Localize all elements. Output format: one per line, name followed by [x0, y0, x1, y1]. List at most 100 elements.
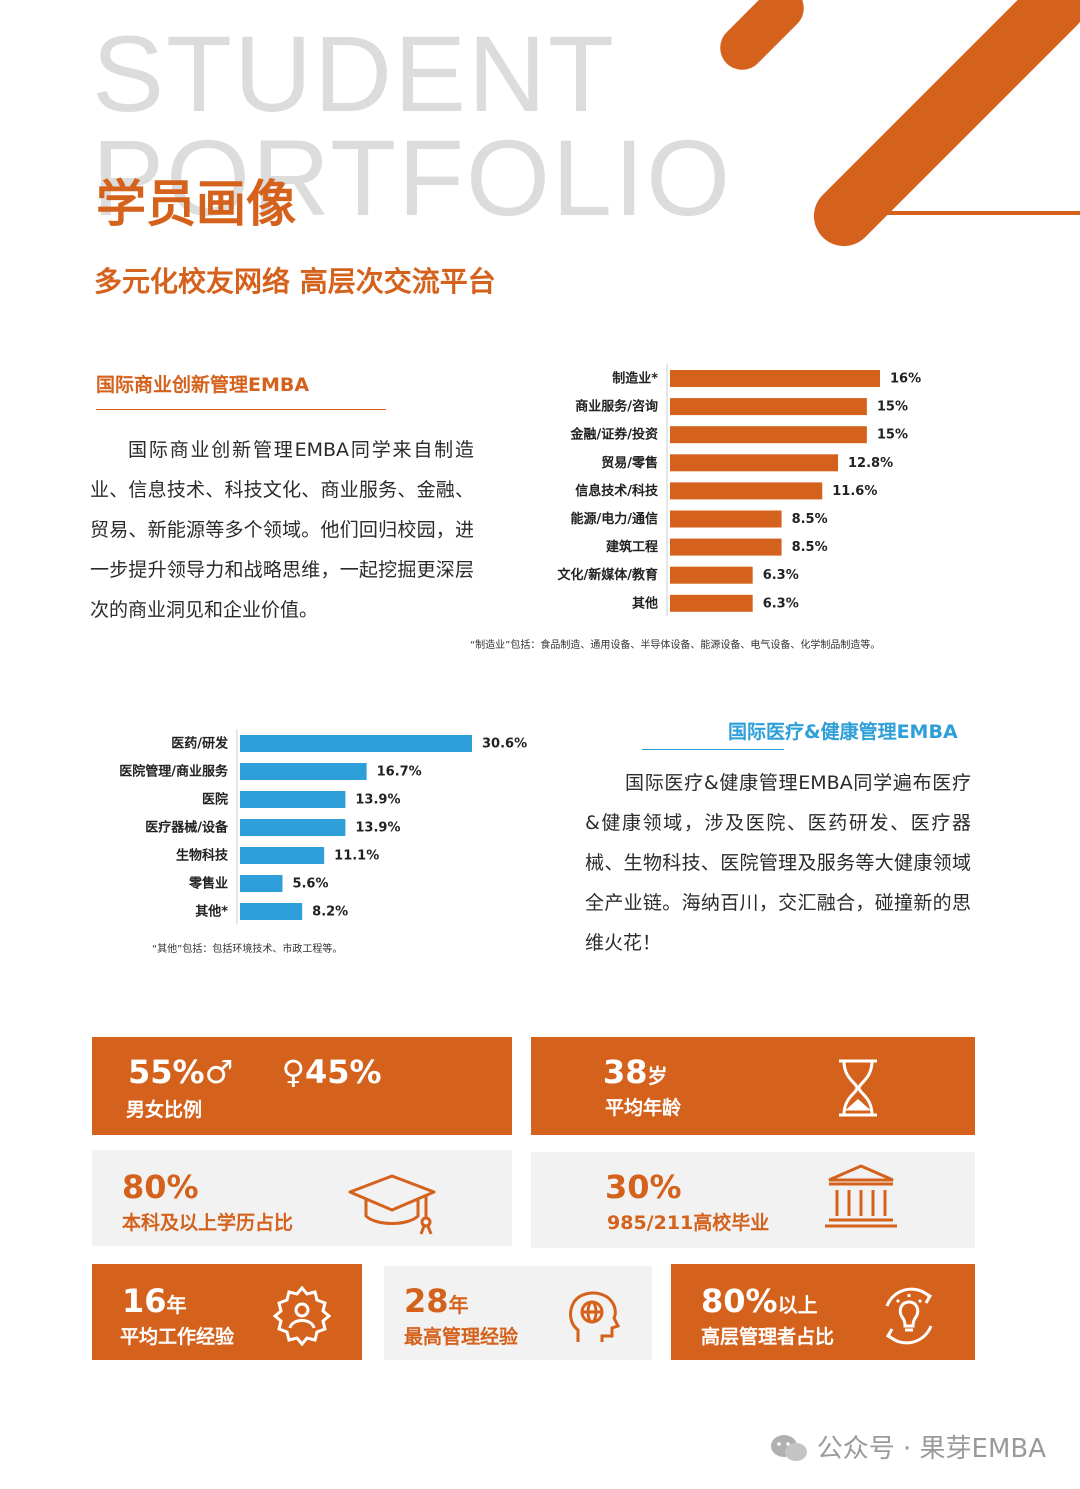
education-label: 本科及以上学历占比: [122, 1212, 294, 1234]
business-chart-value-label: 15%: [877, 428, 908, 443]
section1-underline: [96, 409, 386, 410]
health-chart-category-label: 医疗器械/设备: [145, 820, 229, 836]
graduation-cap-icon: [348, 1174, 436, 1235]
male-percent: 55%: [128, 1053, 205, 1091]
wechat-icon: [770, 1435, 807, 1461]
card-gender: 55%♂ ♀45% 男女比例: [92, 1037, 512, 1135]
section1-paragraph: 国际商业创新管理EMBA同学来自制造业、信息技术、科技文化、商业服务、金融、贸易…: [90, 439, 474, 621]
education-value: 80%: [122, 1168, 199, 1206]
health-chart-bar: [240, 819, 346, 836]
business-chart-value-label: 8.5%: [792, 512, 828, 527]
business-chart-category-label: 贸易/零售: [601, 455, 658, 471]
health-chart-category-label: 其他*: [195, 904, 228, 920]
section2-underline: [642, 749, 784, 750]
card-senior: 80%以上 高层管理者占比: [671, 1264, 975, 1360]
section1-note: “制造业”包括：食品制造、通用设备、半导体设备、能源设备、电气设备、化学制品制造…: [470, 640, 881, 651]
health-chart-value-label: 11.1%: [334, 849, 379, 864]
business-chart-bar: [670, 566, 753, 584]
work-label: 平均工作经验: [120, 1326, 235, 1348]
health-chart-value-label: 13.9%: [355, 793, 400, 808]
chart-business-industries: 制造业* 16% 商业服务/咨询 15% 金融/证券/投资 15% 贸易/零售 12.8% 信息…: [558, 364, 921, 616]
card-education: 80% 本科及以上学历占比: [92, 1150, 512, 1246]
business-chart-value-label: 6.3%: [763, 596, 799, 611]
business-chart-category-label: 商业服务/咨询: [575, 399, 658, 415]
lightbulb-cycle-icon: [885, 1287, 933, 1345]
card-work: 16年 平均工作经验: [92, 1264, 362, 1360]
business-chart-category-label: 金融/证券/投资: [570, 427, 659, 443]
health-chart-category-label: 生物科技: [176, 848, 229, 864]
business-chart-value-label: 8.5%: [792, 540, 828, 555]
business-chart-value-label: 16%: [890, 372, 921, 387]
health-chart-bar: [240, 903, 303, 920]
business-chart-category-label: 其他: [632, 595, 658, 611]
management-unit: 年: [448, 1293, 469, 1317]
decor-stripe-2: [801, 0, 1080, 259]
business-chart-category-label: 文化/新媒体/教育: [558, 567, 659, 583]
health-chart-value-label: 8.2%: [312, 905, 348, 920]
work-value: 16: [122, 1282, 167, 1320]
health-chart-value-label: 5.6%: [292, 877, 328, 892]
age-label: 平均年龄: [605, 1097, 682, 1119]
section1-title: 国际商业创新管理EMBA: [96, 374, 310, 396]
senior-unit: 以上: [777, 1293, 818, 1317]
business-chart-value-label: 6.3%: [763, 568, 799, 583]
business-chart-bar: [670, 510, 782, 528]
health-chart-bar: [240, 763, 367, 780]
business-chart-category-label: 制造业*: [612, 371, 658, 387]
business-chart-category-label: 建筑工程: [606, 539, 658, 555]
health-chart-value-label: 13.9%: [355, 821, 400, 836]
chart-healthcare-industries: 医药/研发 30.6% 医院管理/商业服务 16.7% 医院 13.9% 医疗器械/设备 13…: [119, 729, 527, 924]
university-value: 30%: [605, 1168, 682, 1206]
hourglass-icon: [839, 1059, 877, 1117]
section2-title: 国际医疗&健康管理EMBA: [728, 721, 958, 743]
business-chart-bar: [670, 538, 782, 556]
health-chart-category-label: 医院: [202, 792, 228, 808]
page-title: 学员画像: [96, 175, 296, 233]
gear-person-icon: [272, 1285, 332, 1347]
health-chart-category-label: 医院管理/商业服务: [119, 764, 229, 780]
health-chart-bar: [240, 735, 472, 752]
business-chart-bar: [670, 426, 867, 444]
decor-line: [878, 211, 1080, 215]
bg-word-student: STUDENT: [92, 13, 616, 134]
footer-text: 公众号 · 果芽EMBA: [816, 1434, 1046, 1464]
health-chart-category-label: 医药/研发: [171, 736, 229, 752]
age-value: 38: [603, 1053, 648, 1091]
health-chart-bar: [240, 847, 325, 864]
male-symbol: ♂: [204, 1053, 234, 1091]
university-label: 985/211高校毕业: [607, 1212, 770, 1234]
business-chart-category-label: 信息技术/科技: [575, 483, 659, 499]
business-chart-bar: [670, 594, 753, 612]
business-chart-value-label: 15%: [877, 400, 908, 415]
health-chart-value-label: 16.7%: [377, 765, 422, 780]
business-chart-category-label: 能源/电力/通信: [571, 511, 659, 527]
card-management: 28年 最高管理经验: [384, 1266, 652, 1360]
management-value: 28: [404, 1282, 449, 1320]
page-subtitle: 多元化校友网络 高层次交流平台: [94, 265, 496, 298]
health-chart-value-label: 30.6%: [482, 737, 527, 752]
management-label: 最高管理经验: [404, 1326, 519, 1348]
footer: 公众号 · 果芽EMBA: [769, 1428, 1046, 1465]
work-unit: 年: [166, 1293, 187, 1317]
senior-value: 80%: [701, 1282, 778, 1320]
bg-word-portfolio: PORTFOLIO: [92, 117, 733, 238]
section2-paragraph: 国际医疗&健康管理EMBA同学遍布医疗&健康领域，涉及医院、医药研发、医疗器械、…: [585, 772, 971, 954]
business-chart-bar: [670, 370, 880, 387]
business-chart-bar: [670, 482, 823, 500]
business-chart-value-label: 11.6%: [832, 484, 877, 499]
business-chart-bar: [670, 398, 867, 416]
decor-stripe-1: [711, 0, 813, 79]
female-percent: 45%: [305, 1053, 382, 1091]
health-chart-category-label: 零售业: [188, 876, 228, 892]
head-globe-icon: [569, 1291, 621, 1342]
age-unit: 岁: [647, 1064, 668, 1088]
university-building-icon: [825, 1164, 897, 1228]
business-chart-value-label: 12.8%: [848, 456, 893, 471]
card-university: 30% 985/211高校毕业: [531, 1152, 975, 1248]
business-chart-bar: [670, 454, 838, 472]
senior-label: 高层管理者占比: [701, 1326, 835, 1348]
card-age: 38岁 平均年龄: [531, 1037, 975, 1135]
section2-note: “其他”包括：包括环境技术、市政工程等。: [152, 944, 343, 955]
gender-label: 男女比例: [126, 1099, 203, 1121]
female-symbol: ♀: [281, 1053, 305, 1091]
